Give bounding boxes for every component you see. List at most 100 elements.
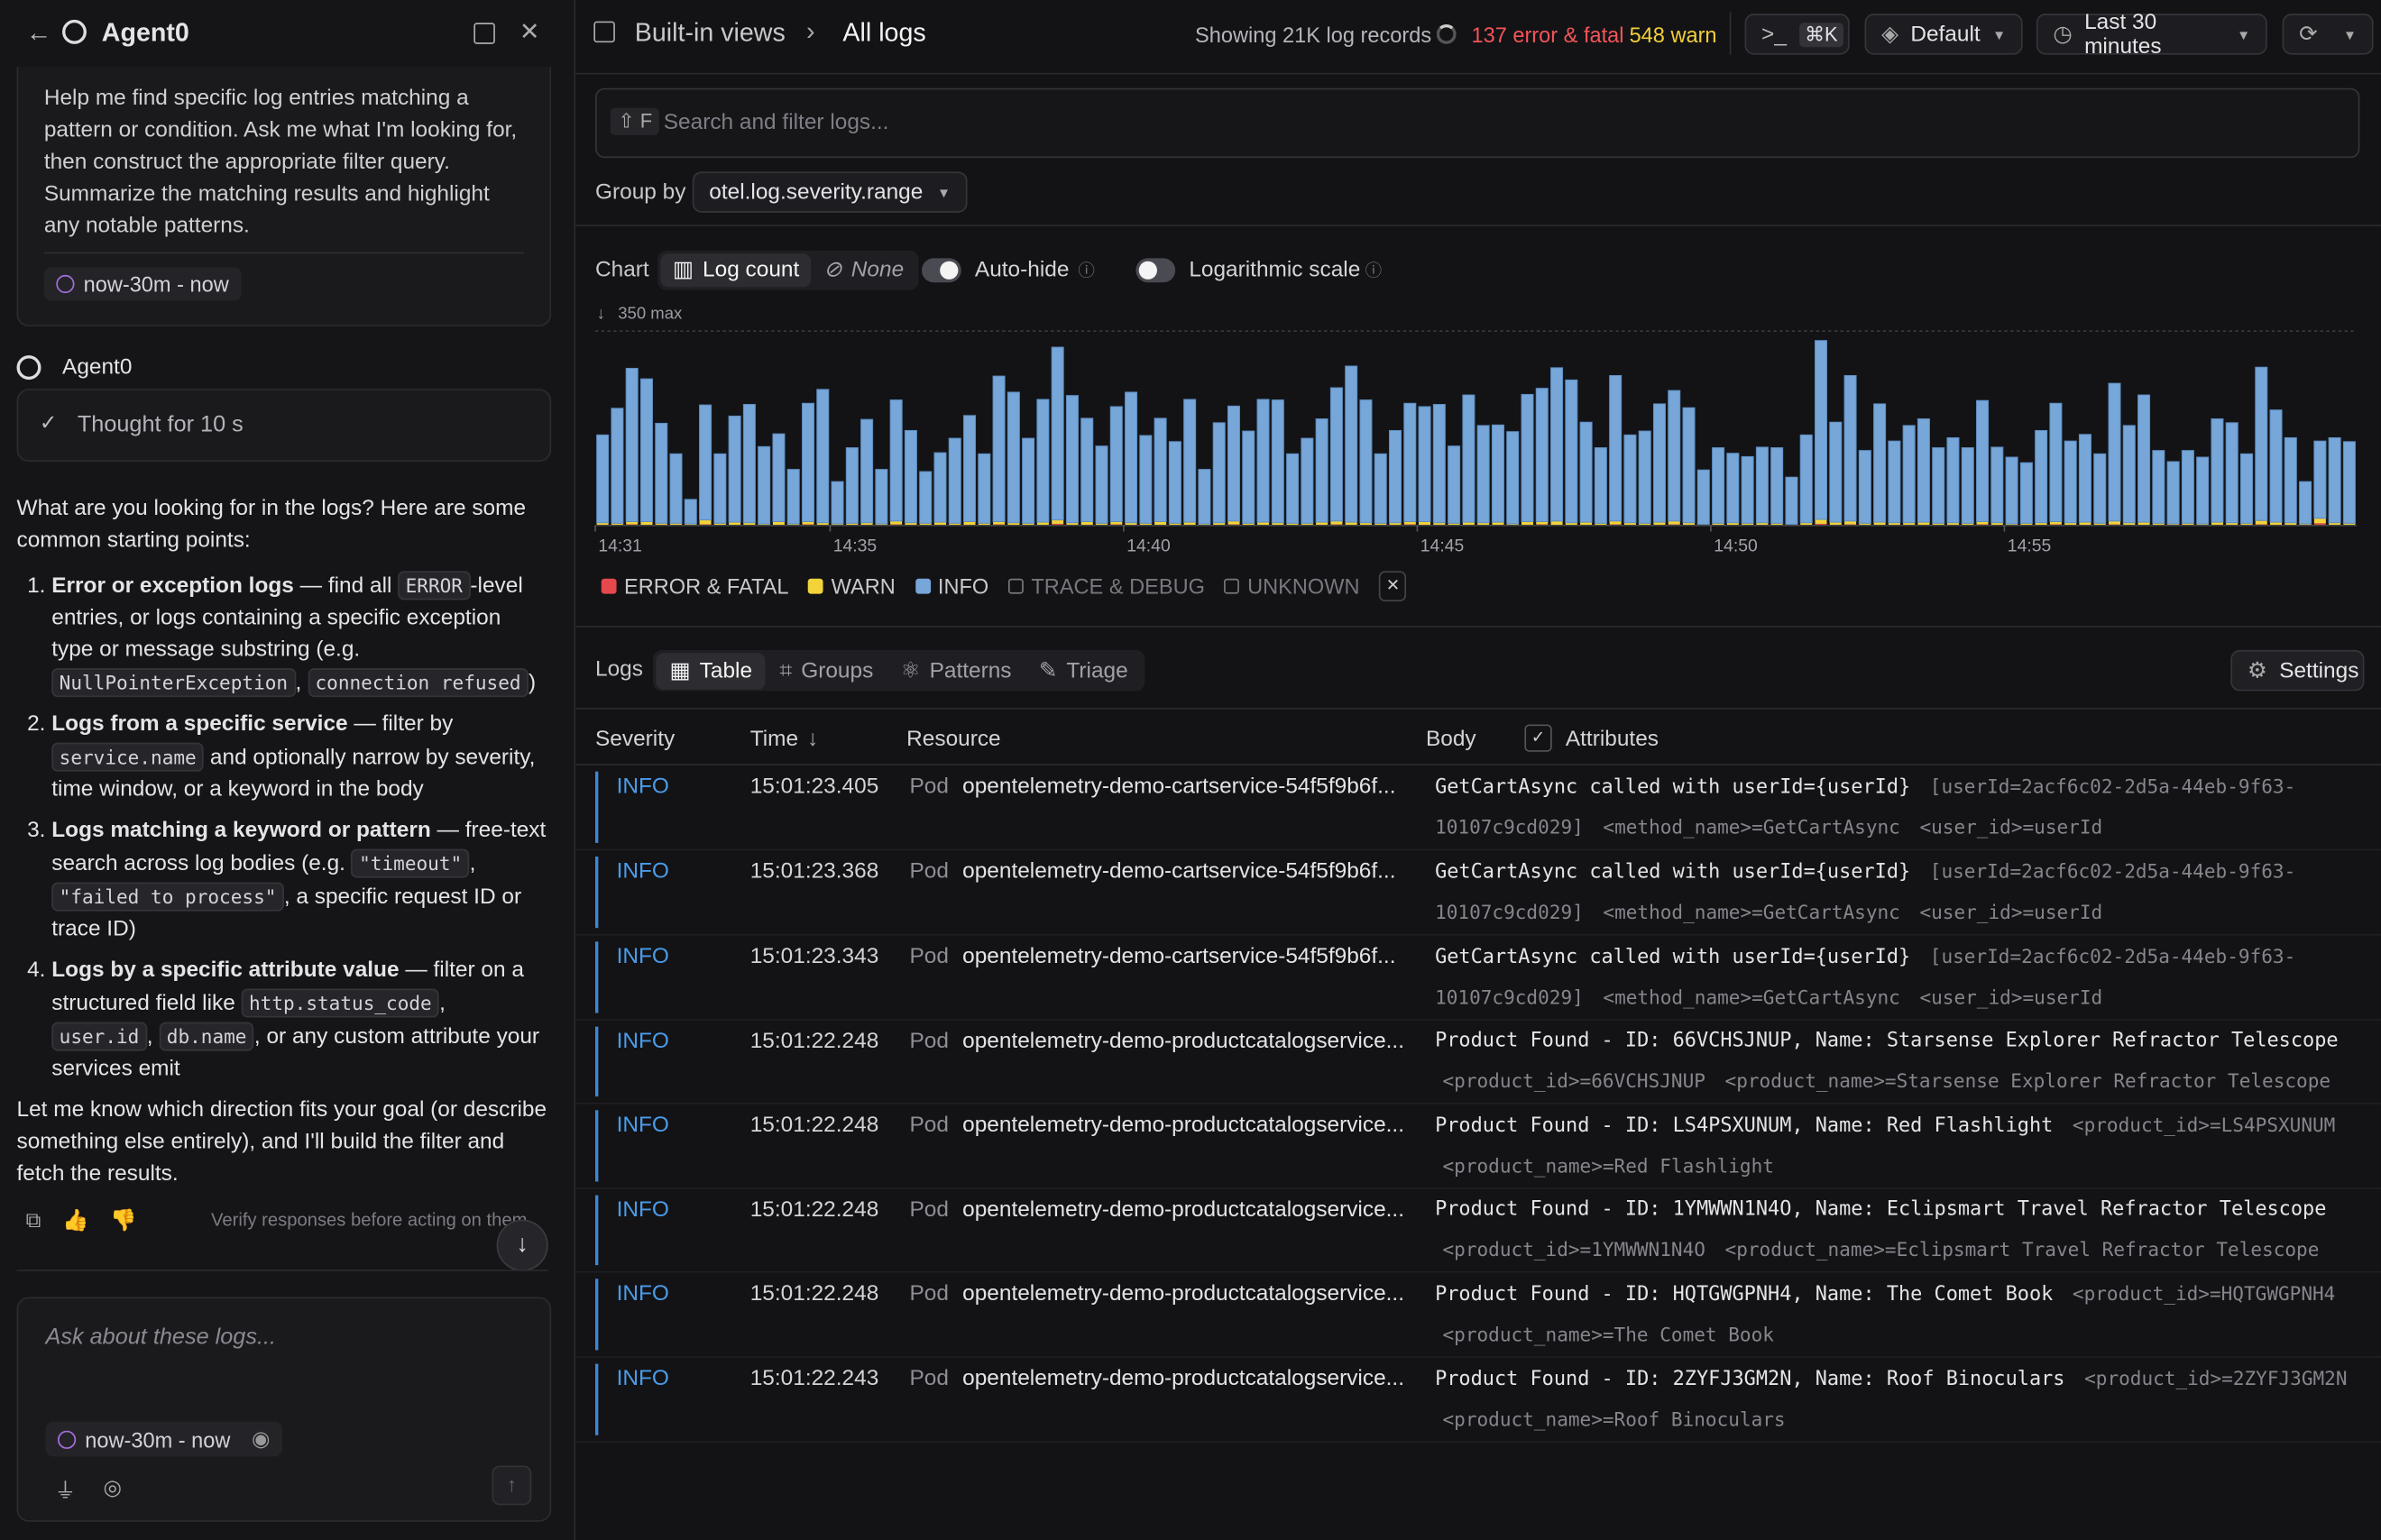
bar-segment [1419, 521, 1431, 526]
timestamp: 15:01:22.248 [749, 1030, 879, 1054]
send-button[interactable]: ↑ [492, 1465, 532, 1506]
column-header[interactable]: Severity [594, 727, 676, 752]
bar-segment [758, 445, 771, 525]
log-row[interactable]: INFO 15:01:23.368 Pod opentelemetry-demo-ca… [575, 850, 2381, 936]
divider [575, 764, 2381, 765]
chart-mode-text: None [850, 258, 905, 283]
log-body: Product Found - ID: 66VCHSJNUP, Name: St… [1429, 1022, 2355, 1103]
attributes-checkbox[interactable]: ✓ [1524, 724, 1552, 752]
scroll-down-button[interactable]: ↓ [496, 1219, 548, 1271]
warn-count[interactable]: 548 warn [1629, 23, 1717, 48]
chart-icon: ▥ [672, 258, 694, 283]
body-text: GetCartAsync called with userId={userId} [1435, 946, 1911, 969]
bar-segment [1873, 522, 1886, 526]
web-icon[interactable]: ◎ [103, 1474, 123, 1499]
bar-segment [1858, 450, 1871, 524]
bar-segment [2313, 523, 2326, 526]
bar-segment [802, 521, 814, 525]
attribute: <product_name>=The Comet Book [1442, 1323, 1774, 1346]
bar-segment [992, 375, 1006, 523]
bar-segment [1169, 523, 1181, 526]
attribute: <method_name>=GetCartAsync [1603, 985, 1900, 1009]
error-count[interactable]: 137 error & fatal [1471, 23, 1624, 48]
bar-segment [1066, 522, 1079, 526]
suggestion-text: — filter by [347, 711, 454, 737]
bar-segment [742, 404, 756, 524]
message-actions[interactable]: ⧉👍👎 [25, 1207, 158, 1233]
bar-segment [1432, 404, 1446, 524]
legend-clear[interactable]: ✕ [1379, 571, 1407, 602]
auto-hide-toggle[interactable] [921, 258, 961, 283]
logs-tab[interactable]: ⚛ Patterns [887, 652, 1025, 688]
bar-segment [2239, 453, 2254, 524]
close-button[interactable]: ✕ [519, 19, 540, 46]
toggle-knob [1138, 261, 1157, 280]
legend-item[interactable]: WARN [808, 574, 896, 599]
attribute: <product_id>=66VCHSJNUP [1442, 1068, 1705, 1093]
thought-box[interactable]: ✓ Thought for 10 s [16, 389, 552, 463]
chat-input[interactable]: Ask about these logs... now-30m - now ◉ ⏚… [16, 1297, 552, 1522]
log-row[interactable]: INFO 15:01:22.248 Pod opentelemetry-demo-pr… [575, 1105, 2381, 1189]
bar-segment [846, 523, 859, 526]
view-select[interactable]: ◈ Default ▼ [1864, 14, 2023, 55]
bar-segment [2123, 522, 2136, 526]
bar-segment [1271, 399, 1284, 524]
search-bar[interactable]: ⇧ F Search and filter logs... [594, 87, 2360, 159]
legend-item[interactable]: UNKNOWN [1224, 574, 1359, 599]
log-row[interactable]: INFO 15:01:22.248 Pod opentelemetry-demo-pr… [575, 1189, 2381, 1273]
log-row[interactable]: INFO 15:01:22.248 Pod opentelemetry-demo-pr… [575, 1273, 2381, 1358]
legend-item[interactable]: TRACE & DEBUG [1008, 574, 1205, 599]
log-row[interactable]: INFO 15:01:23.343 Pod opentelemetry-demo-ca… [575, 936, 2381, 1021]
inline-code: NullPointerException [51, 668, 296, 698]
log-row[interactable]: INFO 15:01:23.405 Pod opentelemetry-demo-ca… [575, 765, 2381, 851]
breadcrumb[interactable]: Built-in views [634, 18, 786, 48]
bar-segment [1389, 522, 1402, 526]
divider [575, 625, 2381, 628]
inline-code: connection refused [308, 668, 529, 698]
outro: Let me know which direction fits your go… [16, 1097, 547, 1187]
log-scale-label: Logarithmic scale [1189, 258, 1361, 283]
back-button[interactable]: ← [25, 18, 52, 48]
log-row[interactable]: INFO 15:01:22.248 Pod opentelemetry-demo-pr… [575, 1021, 2381, 1105]
plugin-icon[interactable]: ⏚ [54, 1477, 77, 1502]
refresh-button[interactable]: ⟳ ▼ [2282, 14, 2374, 55]
legend-item[interactable]: ERROR & FATAL [601, 574, 788, 599]
column-header[interactable]: Resource [906, 727, 1001, 752]
logs-tab[interactable]: ⌗ Groups [766, 652, 887, 688]
group-by-select[interactable]: otel.log.severity.range ▼ [692, 171, 968, 213]
timestamp: 15:01:22.248 [749, 1281, 879, 1306]
attribute: <product_id>=HQTGWGPNH4 [2072, 1281, 2336, 1305]
logs-tab[interactable]: ✎ Triage [1025, 652, 1142, 688]
attribute: <user_id>=userId [1919, 900, 2103, 924]
column-header[interactable]: Time ↓ [750, 728, 819, 752]
bar-segment [1712, 447, 1725, 524]
info-icon: ⓘ [1365, 262, 1383, 281]
prompt-card: Help me find specific log entries matchi… [16, 67, 552, 327]
view-name: Default [1910, 22, 1981, 47]
bar-segment [772, 521, 785, 526]
settings-button[interactable]: ⚙ Settings [2230, 649, 2365, 692]
logs-tab[interactable]: ▦ Table [656, 652, 767, 689]
log-scale-toggle[interactable] [1135, 258, 1176, 283]
inline-code: user.id [51, 1022, 147, 1051]
divider [16, 1270, 548, 1271]
bar-segment [1623, 434, 1637, 524]
chart-mode[interactable]: ⊘ None [812, 253, 916, 287]
bar-segment [1403, 521, 1416, 525]
bar-segment [905, 522, 917, 526]
legend-item[interactable]: INFO [915, 574, 988, 599]
log-row[interactable]: INFO 15:01:22.243 Pod opentelemetry-demo-pr… [575, 1358, 2381, 1444]
key-text: F [639, 109, 653, 133]
chart-mode[interactable]: ▥ Log count [660, 253, 812, 288]
time-range-select[interactable]: ◷ Last 30 minutes ▼ [2036, 10, 2267, 59]
caret: ▼ [2237, 26, 2251, 42]
timestamp: 15:01:22.248 [749, 1113, 879, 1138]
body-text: Product Found - ID: 2ZYFJ3GM2N, Name: Ro… [1435, 1368, 2065, 1391]
bar-segment [1990, 446, 2004, 524]
column-header[interactable]: Body [1425, 727, 1476, 752]
time-range: Last 30 minutes [2084, 9, 2162, 59]
panel-icon[interactable] [593, 21, 615, 43]
legend-swatch [1224, 578, 1240, 594]
command-button[interactable]: >_ ⌘K [1744, 14, 1850, 55]
new-chat-button[interactable] [473, 23, 495, 44]
